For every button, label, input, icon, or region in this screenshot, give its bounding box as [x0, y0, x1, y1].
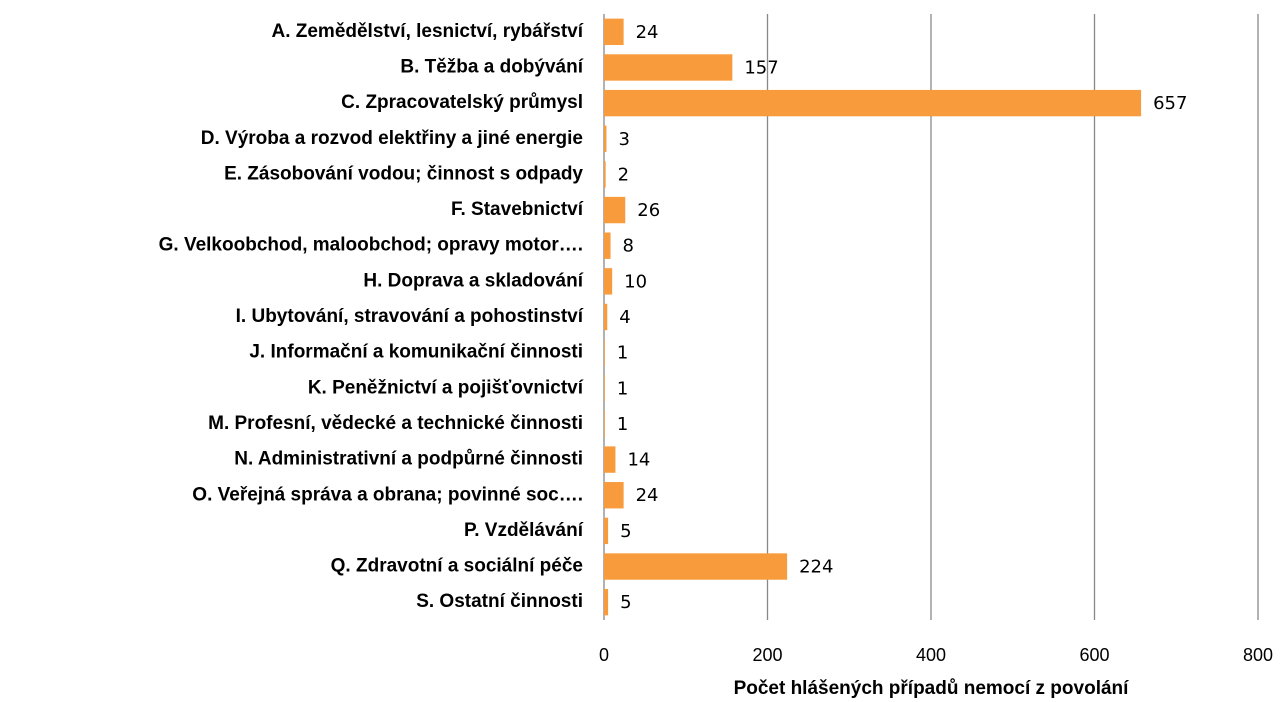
x-tick-label: 0 [599, 645, 609, 665]
value-label: 24 [636, 485, 659, 506]
y-tick-label: H. Doprava a skladování [363, 270, 583, 291]
y-tick-label: E. Zásobování vodou; činnost s odpady [224, 163, 583, 184]
y-tick-label: F. Stavebnictví [451, 199, 584, 220]
value-label: 4 [619, 307, 630, 328]
bar [604, 232, 611, 259]
y-tick-label: O. Veřejná správa a obrana; povinné soc…… [192, 484, 583, 505]
y-tick-label: Q. Zdravotní a sociální péče [331, 556, 583, 577]
x-axis-title: Počet hlášených případů nemocí z povolán… [734, 678, 1130, 699]
value-label: 26 [637, 200, 660, 221]
y-tick-label: B. Těžba a dobývání [400, 56, 583, 77]
bar [604, 89, 1142, 117]
bar [604, 446, 616, 473]
bar [604, 482, 624, 509]
y-tick-label: J. Informační a komunikační činnosti [249, 342, 583, 363]
bar [604, 588, 609, 616]
bar [604, 375, 605, 402]
bar [604, 268, 613, 295]
y-tick-label: K. Peněžnictví a pojišťovnictví [308, 377, 584, 398]
bar [604, 125, 607, 152]
bar [604, 196, 626, 224]
bar [604, 303, 608, 331]
value-label: 3 [618, 129, 629, 150]
bar [604, 410, 605, 438]
value-label: 1 [617, 378, 628, 399]
bar [604, 517, 609, 545]
bar [604, 339, 605, 366]
y-tick-label: P. Vzdělávání [464, 520, 584, 541]
y-tick-label: S. Ostatní činnosti [416, 591, 583, 612]
y-tick-label: A. Zemědělství, lesnictví, rybářství [271, 21, 583, 42]
bar [604, 553, 788, 580]
bar [604, 54, 733, 81]
value-label: 1 [617, 414, 628, 435]
value-label: 2 [618, 164, 629, 185]
value-label: 10 [624, 271, 647, 292]
y-tick-label: C. Zpracovatelský průmysl [341, 92, 583, 113]
value-label: 224 [799, 557, 833, 578]
y-tick-label: D. Výroba a rozvod elektřiny a jiné ener… [201, 128, 583, 149]
y-tick-label: N. Administrativní a podpůrné činnosti [234, 449, 583, 470]
value-label: 5 [620, 592, 631, 613]
value-label: 5 [620, 521, 631, 542]
bar [604, 161, 606, 188]
x-tick-label: 400 [916, 645, 946, 665]
value-label: 8 [623, 236, 634, 257]
value-label: 14 [627, 450, 650, 471]
y-tick-label: I. Ubytování, stravování a pohostinství [236, 306, 584, 327]
y-tick-label: M. Profesní, vědecké a technické činnost… [208, 413, 583, 434]
value-label: 157 [744, 57, 778, 78]
x-tick-label: 600 [1079, 645, 1109, 665]
value-label: 1 [617, 343, 628, 364]
value-label: 24 [636, 22, 659, 43]
y-tick-label: G. Velkoobchod, maloobchod; opravy motor… [159, 235, 583, 256]
x-tick-label: 800 [1243, 645, 1273, 665]
bar [604, 18, 624, 46]
x-tick-label: 200 [752, 645, 782, 665]
value-label: 657 [1153, 93, 1187, 114]
